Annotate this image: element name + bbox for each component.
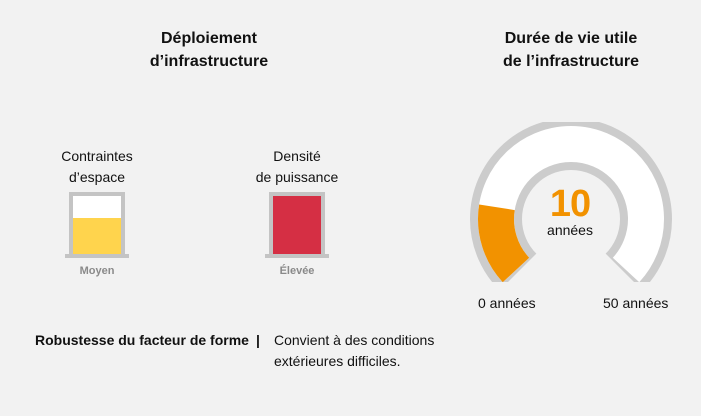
robustness-separator: | xyxy=(256,332,260,348)
meter-cup xyxy=(69,192,125,254)
meter-cup-inner xyxy=(273,196,321,254)
deployment-title-line1: Déploiement xyxy=(160,30,257,47)
deployment-title-line2: d’infrastructure xyxy=(149,53,269,70)
meter-label-line1: Contraintes xyxy=(61,148,133,164)
robustness-value-line1: Convient à des conditions xyxy=(274,332,435,348)
meter-level: Moyen xyxy=(79,265,115,277)
gauge-max-label: 50 années xyxy=(603,295,669,311)
meter-level: Élevée xyxy=(279,265,315,277)
lifespan-title-line1: Durée de vie utile xyxy=(504,30,638,47)
meter-fill xyxy=(73,218,121,254)
meter-fill xyxy=(273,196,321,254)
robustness-value-line2: extérieures difficiles. xyxy=(274,353,401,369)
lifespan-title-line2: de l’infrastructure xyxy=(502,53,640,70)
power-density-meter: Densité de puissance Élevée xyxy=(232,146,362,277)
meter-label-line2: de puissance xyxy=(255,169,339,185)
meter-cup xyxy=(269,192,325,254)
gauge-fill xyxy=(478,204,530,282)
meter-label-line1: Densité xyxy=(273,148,321,164)
robustness-key: Robustesse du facteur de forme xyxy=(35,332,249,348)
lifespan-gauge xyxy=(470,122,672,282)
gauge-unit: années xyxy=(547,222,593,238)
deployment-title: Déploiement d’infrastructure xyxy=(112,27,306,73)
lifespan-title: Durée de vie utile de l’infrastructure xyxy=(470,27,672,73)
meter-label-line2: d’espace xyxy=(68,169,126,185)
meter-base xyxy=(265,254,329,258)
meter-label: Contraintes d’espace xyxy=(32,146,162,192)
meter-cup-inner xyxy=(73,196,121,254)
meter-label: Densité de puissance xyxy=(232,146,362,192)
meter-base xyxy=(65,254,129,258)
gauge-min-label: 0 années xyxy=(478,295,536,311)
space-constraints-meter: Contraintes d’espace Moyen xyxy=(32,146,162,277)
robustness-value: Convient à des conditions extérieures di… xyxy=(274,330,474,372)
gauge-value: 10 xyxy=(549,183,591,225)
